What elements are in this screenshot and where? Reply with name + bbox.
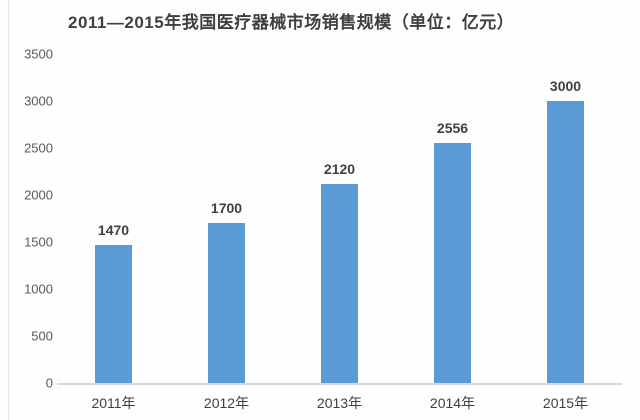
y-axis-tick-label: 3000 bbox=[24, 93, 53, 109]
y-axis-tick-label: 0 bbox=[45, 375, 53, 391]
chart-title: 2011—2015年我国医疗器械市场销售规模（单位：亿元） bbox=[68, 13, 515, 32]
x-axis-category-label: 2011年 bbox=[91, 395, 136, 411]
bar bbox=[95, 245, 132, 383]
bar-value-label: 2120 bbox=[323, 161, 356, 177]
x-axis-category-label: 2015年 bbox=[542, 395, 589, 411]
y-axis-tick-label: 2000 bbox=[24, 187, 53, 203]
bar bbox=[434, 143, 471, 383]
bar bbox=[208, 223, 245, 383]
x-axis-category-label: 2013年 bbox=[316, 395, 363, 411]
y-axis-tick-label: 1000 bbox=[24, 281, 53, 297]
bar-value-label: 3000 bbox=[549, 78, 582, 94]
y-axis-tick-label: 1500 bbox=[24, 234, 53, 250]
x-axis-line bbox=[57, 383, 622, 385]
y-axis-tick-label: 2500 bbox=[24, 140, 53, 156]
bar bbox=[547, 101, 584, 383]
x-axis-category-label: 2012年 bbox=[203, 395, 250, 411]
left-border-line bbox=[8, 0, 9, 420]
bar-value-label: 1470 bbox=[97, 222, 130, 238]
y-axis-tick-label: 500 bbox=[31, 328, 53, 344]
bar bbox=[321, 184, 358, 383]
x-axis-category-label: 2014年 bbox=[429, 395, 476, 411]
bar-value-label: 1700 bbox=[210, 200, 243, 216]
bar-value-label: 2556 bbox=[436, 120, 469, 136]
y-axis-tick-label: 3500 bbox=[24, 46, 53, 62]
